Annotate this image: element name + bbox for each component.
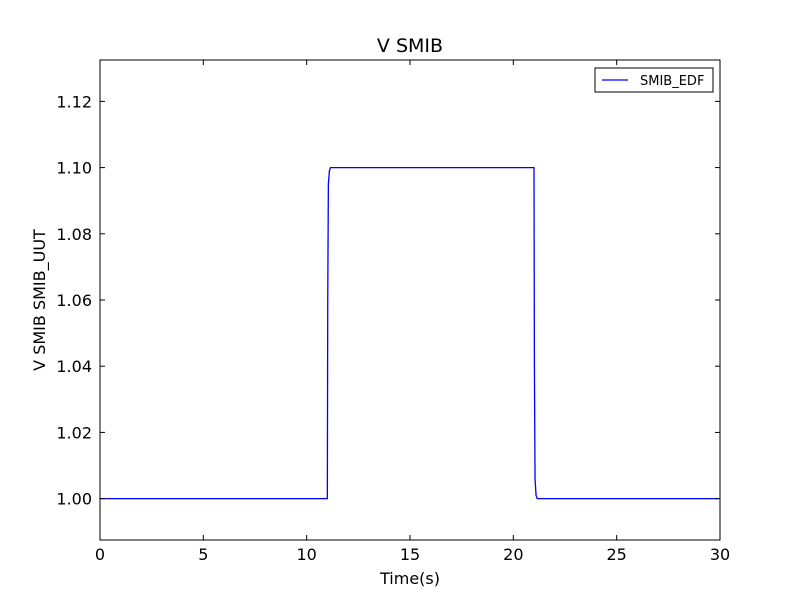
y-tick-label: 1.08 <box>56 225 92 244</box>
tick-labels: 0 5 10 15 20 25 30 1.00 1.02 1.04 1.06 1.08 1.10 1.12 <box>56 92 730 564</box>
y-tick-label: 1.12 <box>56 92 92 111</box>
x-tick-label: 0 <box>95 545 105 564</box>
x-axis-label: Time(s) <box>379 569 440 588</box>
x-tick-label: 10 <box>296 545 316 564</box>
y-tick-label: 1.00 <box>56 490 92 509</box>
legend: SMIB_EDF <box>594 67 714 93</box>
x-tick-label: 20 <box>503 545 523 564</box>
plot-area <box>100 166 720 500</box>
x-tick-label: 5 <box>198 545 208 564</box>
x-tick-label: 25 <box>606 545 626 564</box>
y-axis-label: V SMIB SMIB_UUT <box>30 229 50 371</box>
x-tick-label: 30 <box>710 545 730 564</box>
axes-frame <box>99 59 721 541</box>
y-tick-label: 1.02 <box>56 423 92 442</box>
chart-title: V SMIB <box>377 35 443 57</box>
series-line-smib-edf <box>100 166 720 500</box>
y-tick-label: 1.04 <box>56 357 92 376</box>
y-tick-label: 1.06 <box>56 291 92 310</box>
legend-label-smib-edf: SMIB_EDF <box>640 74 704 89</box>
x-tick-label: 15 <box>400 545 420 564</box>
y-tick-label: 1.10 <box>56 159 92 178</box>
